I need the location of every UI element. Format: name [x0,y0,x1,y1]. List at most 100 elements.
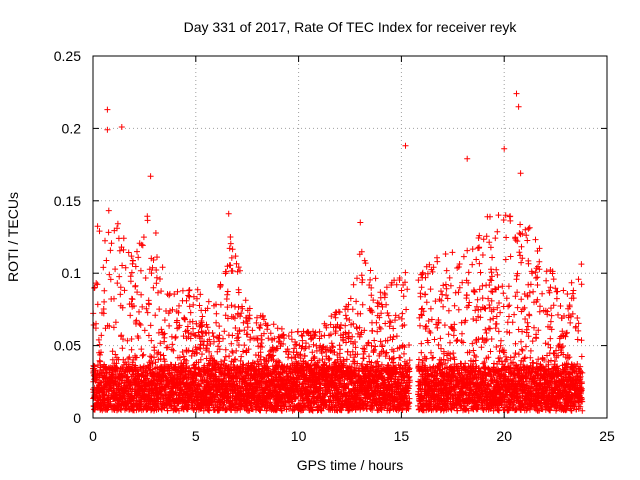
data-point [294,328,301,335]
data-point [149,264,156,271]
data-point [160,352,167,359]
data-point [221,328,228,335]
data-point [239,305,246,312]
data-point [148,270,155,277]
data-point [237,267,243,274]
data-point [229,332,236,339]
data-point [197,291,204,298]
data-point [353,298,360,305]
data-point [135,254,142,261]
data-point [445,331,452,338]
data-point [118,380,125,387]
data-point [254,358,261,365]
data-point [143,305,150,312]
data-point [221,357,228,364]
data-point [138,241,145,248]
data-point [128,269,135,276]
data-point [154,254,160,261]
data-point [210,333,217,340]
data-point [207,340,214,347]
data-point [121,287,128,294]
data-point [245,346,252,353]
data-point [119,345,126,352]
data-point [124,374,130,381]
data-point [224,304,231,311]
data-point [440,303,447,310]
data-point [127,278,134,285]
data-point [254,335,261,342]
data-point [139,352,146,359]
data-point [112,319,119,326]
data-point [187,394,194,401]
data-point [141,327,148,334]
data-point [247,334,254,341]
data-point [140,234,147,241]
data-point [135,335,142,341]
data-point [146,301,152,308]
data-point [443,285,450,292]
data-point [206,336,213,343]
data-point [129,296,136,303]
data-point [367,276,374,283]
data-point [185,292,192,299]
data-point [105,207,112,214]
data-point [383,349,390,356]
data-point [241,342,248,349]
data-point [216,323,223,330]
data-point [224,288,231,295]
data-point [226,245,233,252]
data-point [151,354,157,361]
data-point [147,353,154,360]
data-point [205,298,212,305]
data-point [404,286,411,293]
data-point [139,242,146,249]
data-point [241,327,248,334]
data-point [190,293,197,300]
data-point [158,288,165,295]
chart-title: Day 331 of 2017, Rate Of TEC Index for r… [184,19,518,35]
data-point [125,249,132,256]
data-point [134,289,141,296]
data-point [120,235,127,242]
data-point [244,324,251,331]
data-point [94,223,101,230]
data-point [254,314,260,321]
data-point [258,336,265,343]
data-point [114,225,120,232]
data-point [447,282,454,289]
data-point [144,309,151,316]
data-point [126,354,133,361]
data-point [350,281,357,288]
data-point [212,368,219,374]
data-point [194,295,200,302]
data-point [186,303,193,310]
data-point [102,237,108,244]
data-point [176,302,182,309]
data-point [109,348,116,355]
data-point [100,264,107,271]
data-point [119,304,126,311]
data-point [331,349,338,355]
data-point [196,344,203,351]
data-point [114,220,121,227]
data-point [128,253,135,260]
data-point [374,358,381,365]
data-point [144,217,151,224]
data-point [345,330,352,336]
data-point [183,357,190,364]
data-point [209,330,216,336]
data-point [153,267,160,273]
data-point [122,264,129,271]
data-point [172,333,179,340]
data-point [228,302,235,309]
data-point [192,332,199,339]
data-point [136,320,143,327]
data-point [397,354,404,361]
data-point [186,365,193,372]
data-points [90,90,586,414]
data-point [94,281,101,288]
data-point [130,257,136,264]
data-point [228,340,235,347]
data-point [127,273,134,280]
data-point [106,323,113,330]
